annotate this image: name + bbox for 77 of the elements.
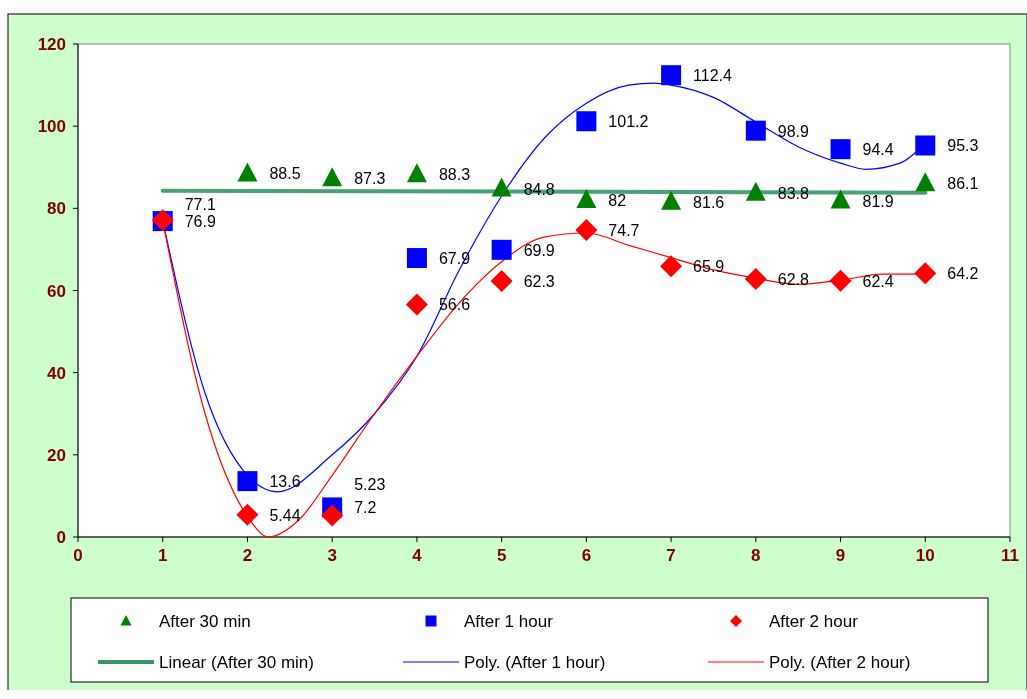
legend-label: After 2 hour: [769, 612, 859, 631]
y-tick-label: 40: [47, 363, 66, 383]
data-label: 95.3: [947, 137, 979, 155]
x-tick-label: 2: [242, 546, 253, 565]
data-label: 13.6: [269, 473, 301, 491]
data-label: 88.3: [438, 166, 471, 184]
legend-label: Linear (After 30 min): [159, 653, 314, 672]
x-tick-label: 4: [412, 546, 423, 565]
x-tick-label: 8: [751, 546, 761, 565]
point: [322, 167, 343, 187]
data-label: 84.8: [523, 180, 555, 198]
data-label: 62.4: [862, 272, 894, 290]
point: [661, 190, 682, 210]
data-label: 101.2: [608, 113, 649, 131]
point: [406, 163, 427, 183]
y-tick-label: 120: [37, 35, 66, 54]
y-tick-label: 80: [47, 199, 66, 219]
data-label: 77.1: [184, 196, 216, 214]
point: [575, 219, 598, 242]
legend-label: Poly. (After 2 hour): [769, 653, 911, 672]
x-tick-label: 6: [581, 546, 592, 565]
x-tick-label: 5: [496, 546, 507, 565]
point: [661, 65, 682, 86]
point: [491, 239, 512, 260]
x-tick-label: 0: [73, 546, 83, 565]
data-label: 5.44: [269, 506, 301, 524]
x-tick-label: 7: [666, 546, 676, 565]
data-label: 87.3: [354, 170, 386, 188]
data-label: 86.1: [947, 175, 979, 193]
data-label: 83.8: [777, 184, 810, 202]
point: [830, 139, 851, 160]
point: [490, 270, 513, 293]
point: [745, 120, 766, 141]
point: [830, 189, 851, 209]
data-label: 62.3: [523, 273, 555, 291]
point: [321, 504, 344, 527]
data-label: 64.2: [947, 265, 979, 283]
legend-label: Poly. (After 1 hour): [464, 653, 606, 672]
point: [406, 248, 427, 269]
point: [237, 471, 258, 492]
data-label: 69.9: [523, 241, 555, 259]
point: [915, 135, 936, 156]
legend-label: After 30 min: [159, 612, 251, 631]
x-tick-label: 9: [835, 546, 846, 565]
data-label: 94.4: [862, 141, 894, 159]
data-label: 5.23: [354, 475, 386, 493]
point: [576, 111, 597, 132]
x-tick-label: 10: [915, 546, 935, 565]
data-label: 88.5: [269, 165, 301, 183]
data-label: 81.9: [862, 192, 894, 210]
y-tick-label: 60: [47, 281, 66, 301]
y-tick-label: 0: [56, 528, 66, 547]
data-label: 82: [608, 192, 627, 210]
legend-label: After 1 hour: [464, 612, 554, 631]
y-tick-label: 100: [37, 117, 66, 137]
data-label: 98.9: [777, 122, 810, 140]
data-label: 76.9: [184, 213, 216, 231]
point: [914, 262, 937, 285]
point: [745, 181, 766, 201]
data-label: 7.2: [354, 499, 377, 517]
point: [660, 255, 683, 278]
x-tick-label: 11: [1001, 546, 1019, 565]
data-label: 81.6: [693, 193, 725, 211]
data-label: 112.4: [693, 67, 733, 85]
point: [829, 269, 852, 292]
x-tick-label: 3: [327, 546, 337, 565]
y-tick-label: 20: [47, 445, 66, 465]
x-tick-label: 1: [157, 546, 168, 565]
point: [915, 172, 936, 192]
point: [744, 268, 767, 290]
data-label: 62.8: [777, 271, 810, 288]
point: [236, 503, 259, 526]
point: [237, 162, 258, 182]
point: [405, 293, 428, 316]
point: [491, 177, 512, 197]
point: [576, 189, 597, 209]
data-label: 74.7: [608, 222, 640, 240]
